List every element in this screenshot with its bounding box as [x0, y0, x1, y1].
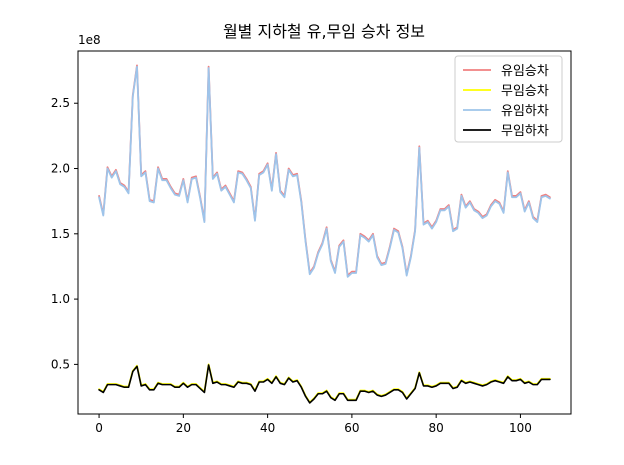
- legend-label-3: 무임하차: [501, 124, 549, 139]
- y-tick-label-4: 2.5: [51, 96, 70, 110]
- x-tick-label-4: 80: [429, 421, 444, 435]
- y-tick-label-0: 0.5: [51, 357, 70, 371]
- legend-label-0: 유임승차: [501, 64, 549, 79]
- legend-box: [454, 55, 563, 143]
- y-tick-label-1: 1.0: [51, 292, 70, 306]
- x-tick-label-1: 20: [176, 421, 191, 435]
- x-tick-label-3: 60: [344, 421, 359, 435]
- y-axis: 0.5 1.0 1.5 2.0 2.5: [51, 96, 78, 371]
- x-axis: 0 20 40 60 80 100: [95, 414, 532, 435]
- x-tick-label-2: 40: [260, 421, 275, 435]
- series-line-3: [98, 364, 551, 404]
- x-tick-label-0: 0: [95, 421, 103, 435]
- series-line-1: [98, 363, 551, 404]
- series-layer: [98, 64, 551, 404]
- y-tick-label-2: 1.5: [51, 227, 70, 241]
- x-tick-label-5: 100: [509, 421, 532, 435]
- series-line-2: [98, 65, 551, 278]
- legend-label-2: 유임하차: [501, 104, 549, 119]
- y-axis-offset-label: 1e8: [78, 33, 101, 47]
- legend-label-1: 무임승차: [501, 84, 549, 99]
- plot-frame: [77, 50, 572, 415]
- chart-title: 월별 지하철 유,무임 승차 정보: [223, 22, 425, 41]
- y-tick-label-3: 2.0: [51, 162, 70, 176]
